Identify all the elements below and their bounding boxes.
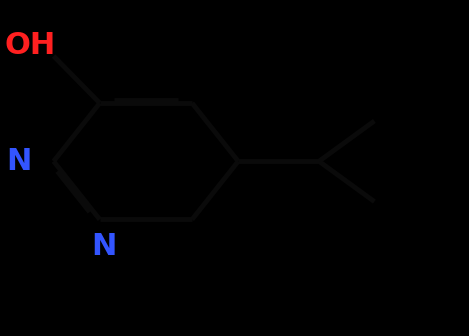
Text: N: N <box>6 147 32 176</box>
Text: N: N <box>91 232 117 261</box>
Text: OH: OH <box>5 32 56 60</box>
